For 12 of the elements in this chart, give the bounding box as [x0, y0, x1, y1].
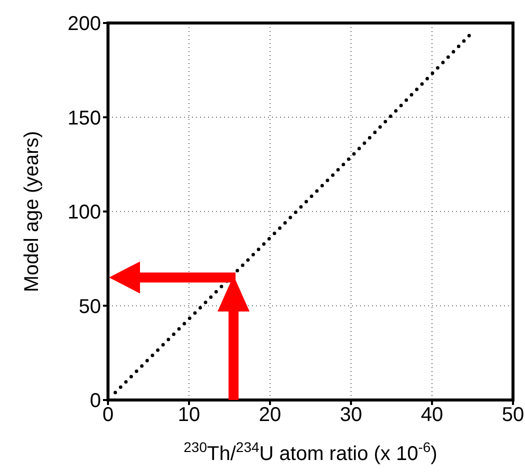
x-tick-label: 30 [340, 404, 362, 426]
y-tick-label: 200 [68, 13, 101, 36]
x-tick-label: 50 [502, 404, 524, 426]
x-axis-title: $^{230}$Th/$^{234}$U atom ratio (x 10$^{-6}$) [184, 439, 438, 465]
x-tick-label: 20 [258, 404, 282, 426]
x-tick-label: 10 [178, 404, 200, 426]
y-tick-label: 150 [68, 107, 101, 130]
y-axis-title: Model age (years) [21, 130, 43, 292]
y-tick-label: 0 [90, 390, 101, 412]
y-tick-label: 50 [78, 296, 101, 318]
y-tick-label: 100 [68, 202, 101, 224]
x-tick-label: 40 [420, 404, 444, 426]
